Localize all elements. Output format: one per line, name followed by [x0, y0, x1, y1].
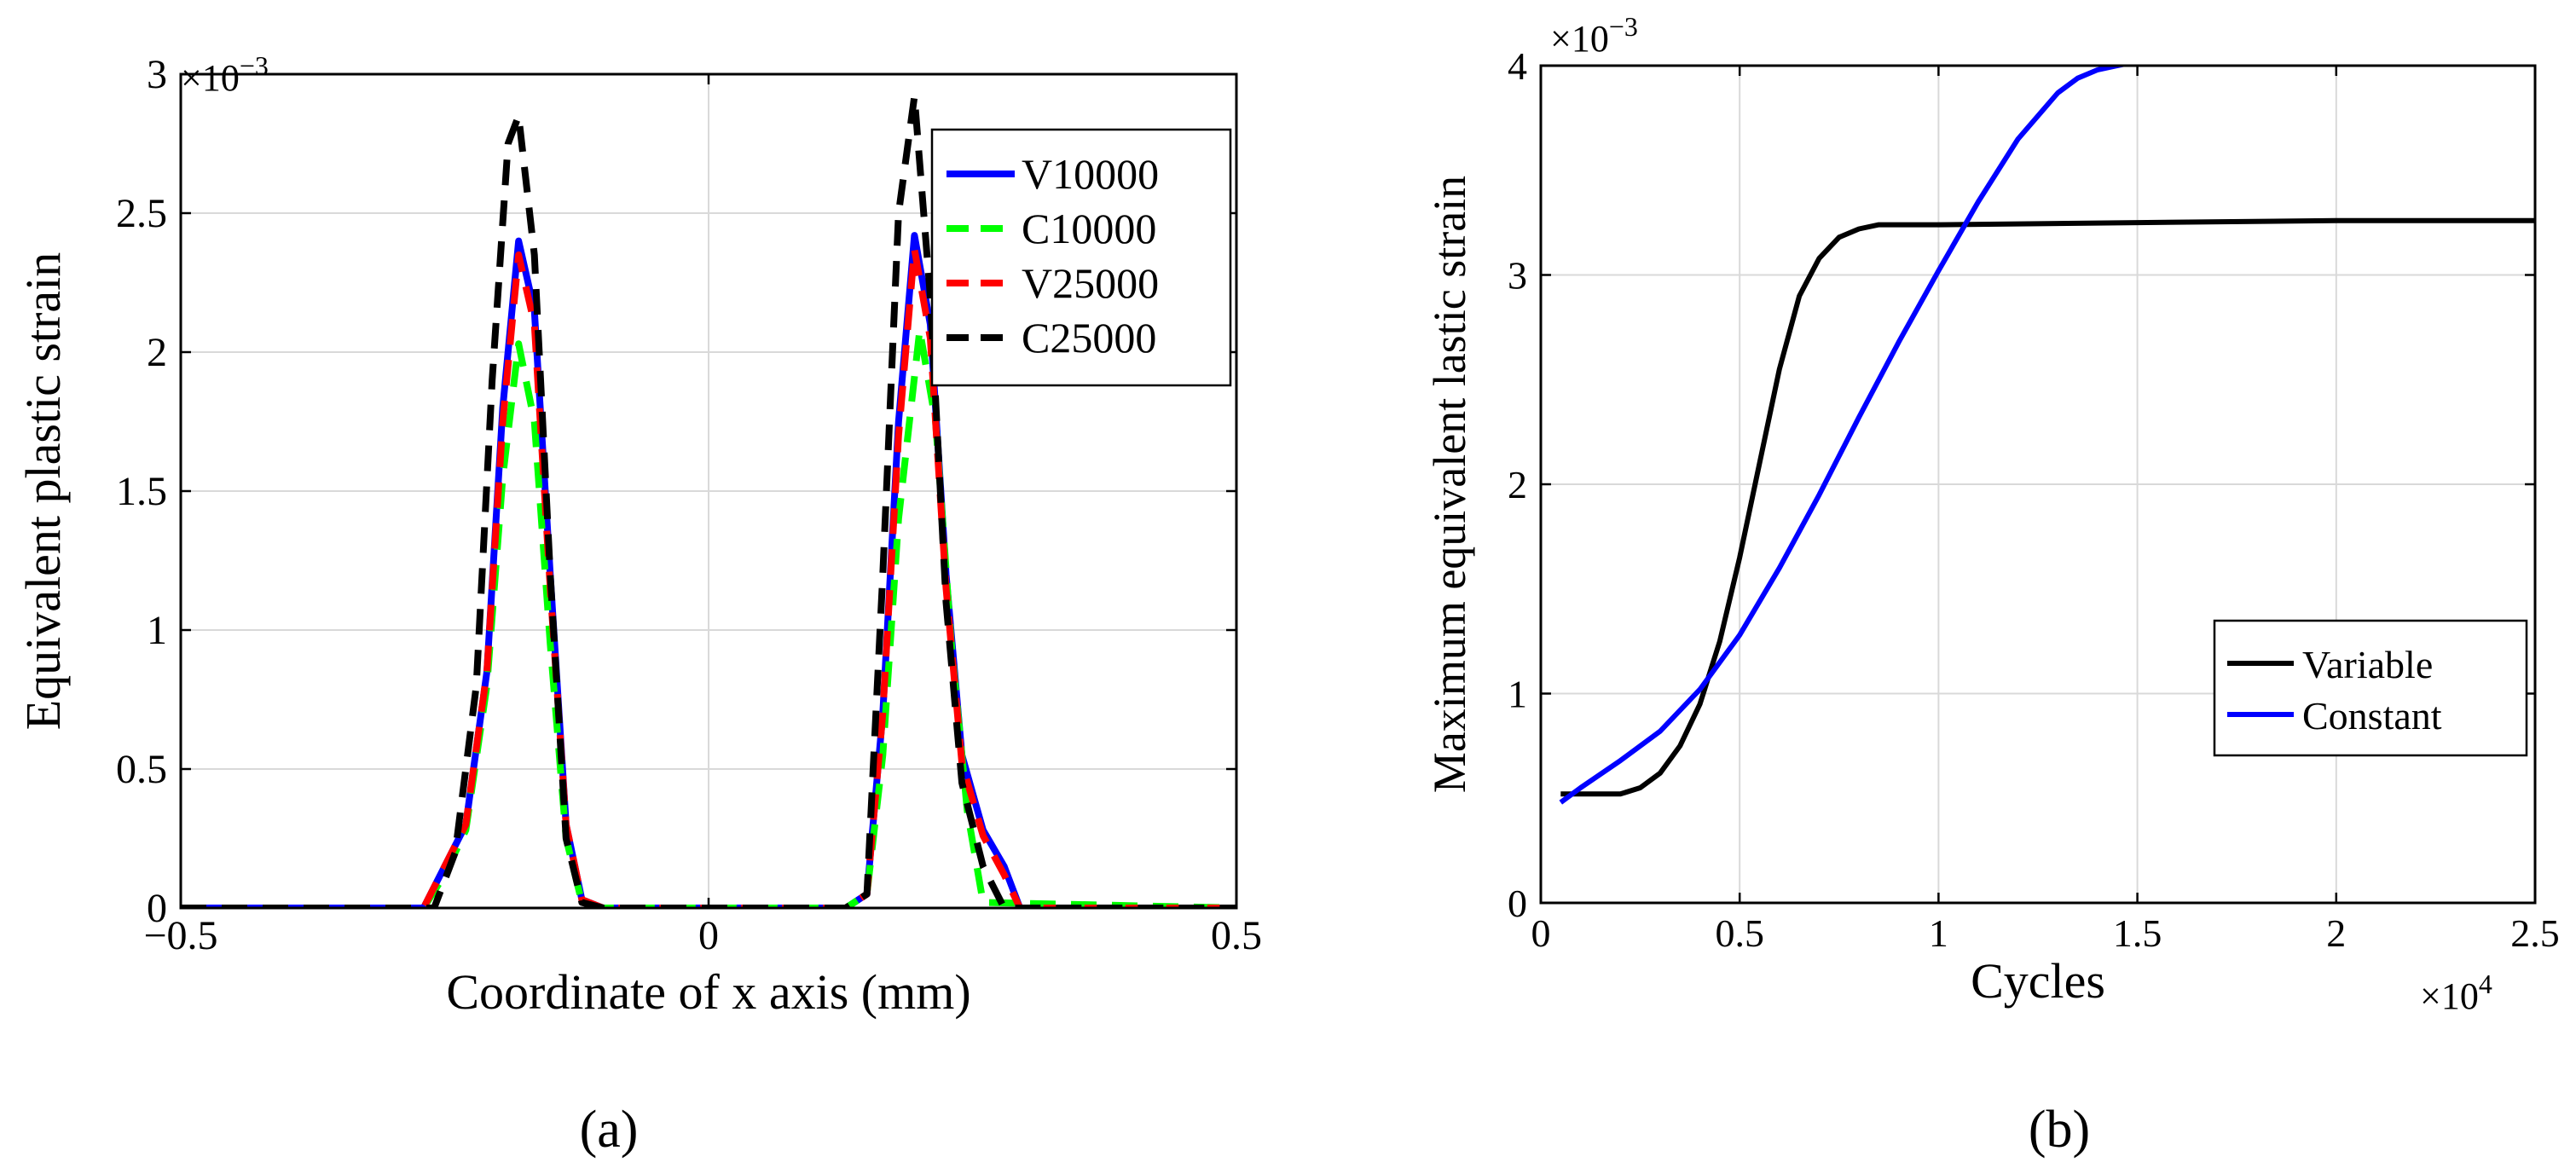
chart-panel-a: −0.5 0 0.500.511.522.53 ×10−3 Coordinate o…	[15, 50, 1262, 1159]
y-exponent-b: ×10−3	[1550, 11, 1638, 60]
y-tick-label: 1	[1508, 673, 1527, 716]
y-tick-label: 0.5	[116, 747, 167, 792]
x-exponent-b: ×104	[2420, 969, 2492, 1017]
x-axis-label-a: Coordinate of x axis (mm)	[446, 964, 970, 1020]
x-tick-label: −0.5	[143, 913, 217, 958]
legend-label-v25000: V25000	[1022, 259, 1159, 307]
y-axis-label-a: Equivalent plastic strain	[15, 252, 71, 731]
series-group-a	[181, 93, 1236, 908]
ticks-a: −0.5 0 0.500.511.522.53	[116, 52, 1262, 958]
x-tick-label: 0	[698, 913, 719, 958]
legend-label-constant: Constant	[2302, 694, 2442, 737]
y-tick-label: 2	[1508, 463, 1527, 506]
panel-label-a: (a)	[580, 1101, 639, 1159]
y-tick-label: 0	[147, 886, 167, 931]
x-tick-label: 2	[2326, 911, 2346, 955]
series-line-v25000	[181, 246, 1236, 908]
y-tick-label: 3	[147, 52, 167, 97]
legend-label-v10000: V10000	[1022, 150, 1159, 198]
x-tick-label: 2.5	[2510, 911, 2560, 955]
y-tick-label: 1.5	[116, 469, 167, 514]
legend-label-variable: Variable	[2302, 643, 2433, 686]
legend-label-c25000: C25000	[1022, 314, 1156, 361]
x-tick-label: 1	[1929, 911, 1948, 955]
x-tick-label: 0.5	[1211, 913, 1262, 958]
y-tick-label: 0	[1508, 882, 1527, 925]
y-tick-label: 3	[1508, 254, 1527, 298]
legend-b: Variable Constant	[2213, 619, 2528, 757]
legend-label-c10000: C10000	[1022, 205, 1156, 252]
y-exponent-a: ×10−3	[181, 50, 269, 99]
y-tick-label: 2	[147, 330, 167, 375]
y-tick-label: 2.5	[116, 191, 167, 236]
ticks-b: 0 0.5 1 1.5 2 2.5 0 1 2 3 4	[1508, 44, 2560, 955]
x-tick-label: 0	[1531, 911, 1551, 955]
y-tick-label: 4	[1508, 44, 1527, 88]
y-tick-label: 1	[147, 608, 167, 653]
x-tick-label: 1.5	[2113, 911, 2162, 955]
legend-box-b	[2213, 619, 2528, 757]
series-line-c25000	[181, 93, 1236, 908]
series-line-constant	[1559, 66, 2130, 805]
x-axis-label-b: Cycles	[1971, 953, 2105, 1009]
x-tick-label: 0.5	[1715, 911, 1764, 955]
series-line-variable	[1560, 217, 2535, 797]
panel-label-b: (b)	[2029, 1101, 2090, 1159]
series-group-b	[1559, 66, 2535, 805]
grid-b	[1540, 65, 2536, 904]
y-axis-label-b: Maximum equivalent lastic strain	[1424, 176, 1475, 793]
chart-panel-b: 0 0.5 1 1.5 2 2.5 0 1 2 3 4 ×10−3 ×104 Cycles Maxi…	[1424, 11, 2560, 1159]
legend-a: V10000 C10000 V25000 C25000	[930, 128, 1232, 387]
